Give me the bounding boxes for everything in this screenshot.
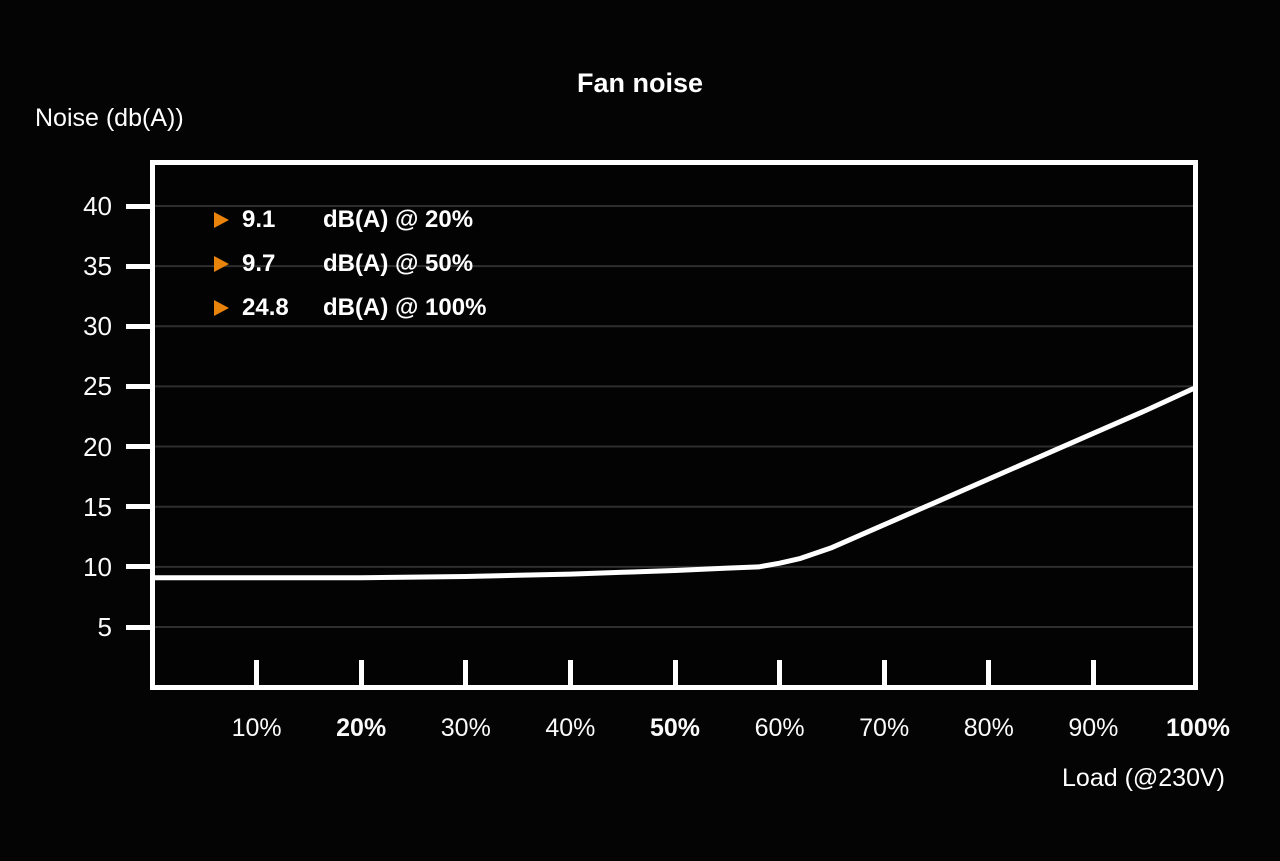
y-tick — [126, 203, 152, 209]
y-tick-label: 5 — [97, 612, 112, 642]
x-tick-label: 100% — [1166, 714, 1230, 742]
legend-value: 24.8 — [242, 294, 289, 321]
x-tick-label: 30% — [440, 714, 491, 742]
x-tick-label: 60% — [754, 714, 805, 742]
legend-text: dB(A) @ 50% — [323, 250, 474, 277]
x-tick-label: 70% — [859, 714, 910, 742]
legend-value: 9.7 — [242, 250, 276, 277]
legend-text: dB(A) @ 20% — [323, 206, 474, 233]
y-tick — [126, 564, 152, 570]
x-tick — [254, 660, 260, 686]
x-tick-label: 20% — [336, 714, 387, 742]
y-tick — [126, 383, 152, 389]
y-tick-label: 25 — [83, 371, 112, 402]
legend-row: 9.1 dB(A) @ 20% — [214, 198, 486, 242]
x-axis-label: Load (@230V) — [1062, 764, 1225, 792]
x-tick-label: 90% — [1068, 714, 1119, 742]
y-axis-label: Noise (db(A)) — [35, 104, 184, 132]
y-tick-label: 35 — [83, 251, 112, 282]
legend-row: 9.7 dB(A) @ 50% — [214, 242, 486, 286]
y-tick-label: 15 — [83, 491, 112, 522]
x-tick-label: 40% — [545, 714, 596, 742]
y-tick-label: 20 — [83, 431, 112, 462]
y-tick — [126, 624, 152, 630]
x-tick — [1090, 660, 1096, 686]
x-tick — [777, 660, 783, 686]
y-tick-label: 40 — [83, 191, 112, 221]
x-tick-label: 50% — [649, 714, 701, 742]
triangle-marker-icon — [214, 256, 229, 272]
x-tick — [672, 660, 678, 686]
legend-text: dB(A) @ 100% — [323, 294, 487, 321]
plot-area — [150, 160, 1198, 690]
x-tick — [358, 660, 364, 686]
y-tick — [126, 444, 152, 450]
x-tick — [567, 660, 573, 686]
x-tick — [463, 660, 469, 686]
triangle-marker-icon — [214, 300, 229, 316]
legend: 9.1 dB(A) @ 20% 9.7 dB(A) @ 50% 24.8 dB(A) @ … — [214, 198, 486, 330]
y-tick — [126, 263, 152, 269]
x-tick — [881, 660, 887, 686]
x-tick — [986, 660, 992, 686]
triangle-marker-icon — [214, 212, 229, 228]
chart-title: Fan noise — [576, 68, 704, 98]
x-tick-label: 10% — [231, 714, 282, 742]
plot-canvas — [155, 204, 1193, 628]
y-tick-label: 10 — [83, 551, 112, 582]
x-tick-label: 80% — [963, 714, 1014, 742]
y-tick — [126, 504, 152, 510]
y-tick-label: 30 — [83, 311, 112, 342]
y-tick — [126, 323, 152, 329]
legend-value: 9.1 — [242, 206, 276, 233]
fan-noise-curve — [155, 386, 1193, 581]
legend-row: 24.8 dB(A) @ 100% — [214, 286, 486, 330]
